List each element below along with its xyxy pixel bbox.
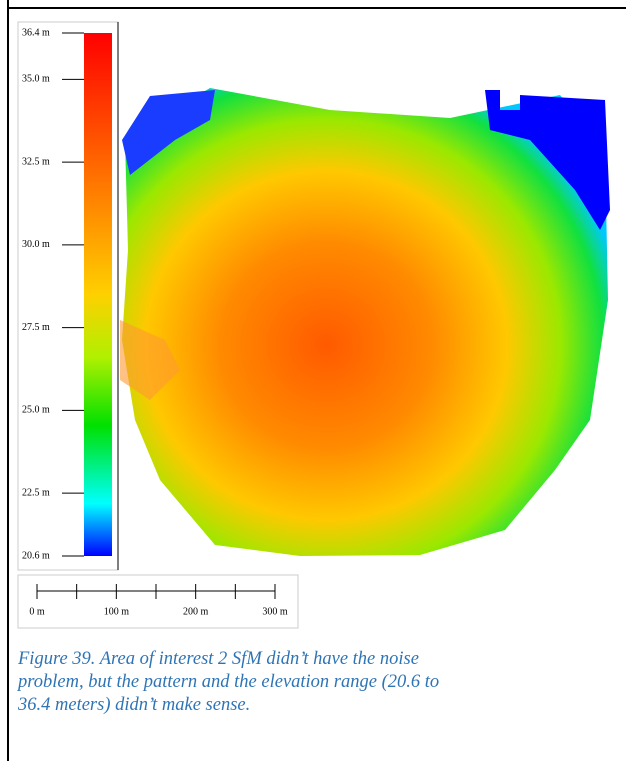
- colorbar-tick-label: 35.0 m: [22, 74, 50, 85]
- colorbar-tick-label: 27.5 m: [22, 322, 50, 333]
- scale-bar-panel: [18, 575, 298, 628]
- colorbar-tick-label: 30.0 m: [22, 239, 50, 250]
- colorbar-tick-label: 20.6 m: [22, 550, 50, 561]
- elevation-map: [120, 88, 610, 556]
- colorbar-tick-label: 22.5 m: [22, 487, 50, 498]
- scale-bar-label: 100 m: [104, 606, 130, 617]
- caption-line: 36.4 meters) didn’t make sense.: [17, 695, 250, 715]
- caption: Figure 39. Area of interest 2 SfM didn’t…: [16, 649, 439, 715]
- scale-bar-label: 300 m: [262, 606, 288, 617]
- colorbar: [84, 33, 112, 556]
- colorbar-tick-label: 32.5 m: [22, 156, 50, 167]
- scale-bar-label: 200 m: [183, 606, 209, 617]
- caption-line: problem, but the pattern and the elevati…: [16, 672, 439, 692]
- scale-bar-label: 0 m: [29, 606, 45, 617]
- colorbar-tick-label: 36.4 m: [22, 27, 50, 38]
- caption-line: Figure 39. Area of interest 2 SfM didn’t…: [17, 649, 419, 669]
- page: 36.4 m 35.0 m 32.5 m 30.0 m 27.5 m 25.0 m 22.5…: [0, 0, 626, 761]
- colorbar-tick-label: 25.0 m: [22, 405, 50, 416]
